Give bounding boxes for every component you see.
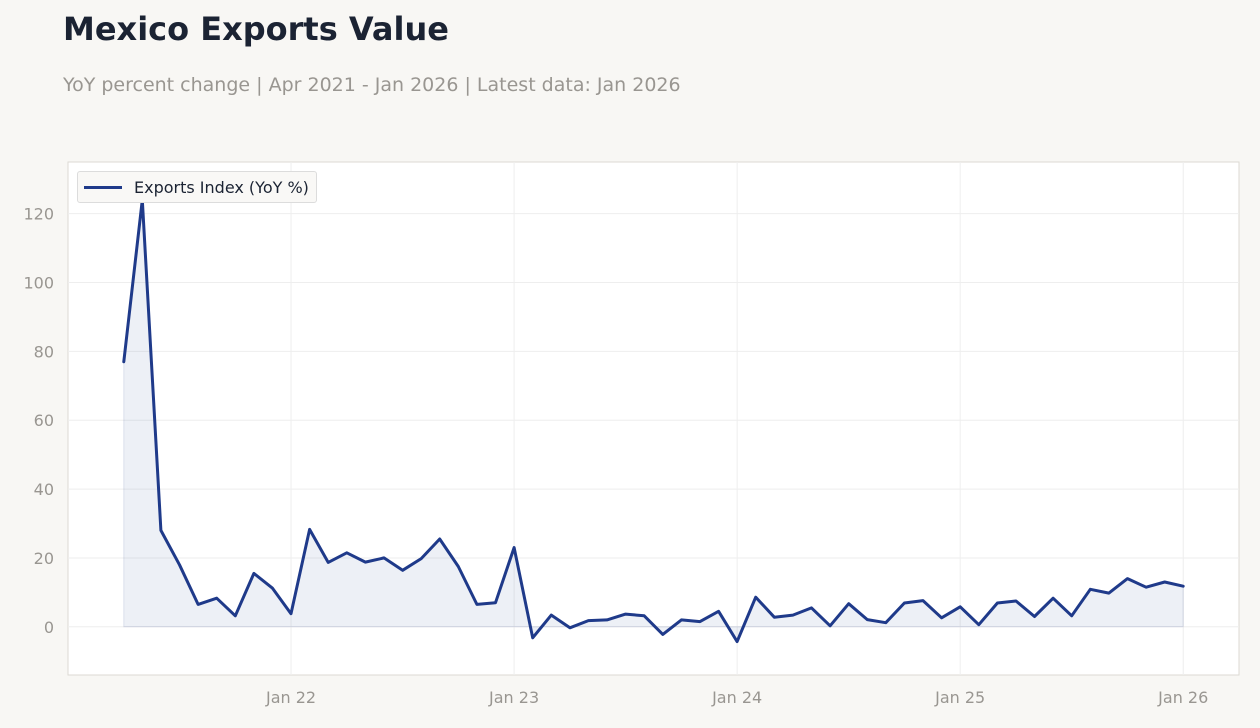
chart-title: Mexico Exports Value xyxy=(63,10,449,48)
y-tick-label: 20 xyxy=(34,549,54,568)
y-tick-label: 40 xyxy=(34,480,54,499)
x-tick-label: Jan 25 xyxy=(934,688,985,707)
x-tick-label: Jan 23 xyxy=(488,688,539,707)
chart-subtitle: YoY percent change | Apr 2021 - Jan 2026… xyxy=(63,74,681,96)
x-tick-label: Jan 24 xyxy=(711,688,762,707)
y-tick-label: 60 xyxy=(34,411,54,430)
chart-legend: Exports Index (YoY %) xyxy=(77,171,317,203)
x-tick-label: Jan 22 xyxy=(265,688,316,707)
series-line xyxy=(122,198,1185,644)
y-tick-label: 80 xyxy=(34,342,54,361)
plot-area xyxy=(67,161,1240,676)
legend-line-swatch xyxy=(84,185,122,189)
x-tick-label: Jan 26 xyxy=(1157,688,1208,707)
y-tick-label: 0 xyxy=(44,618,54,637)
y-tick-label: 120 xyxy=(23,205,54,224)
legend-label: Exports Index (YoY %) xyxy=(134,177,309,197)
y-tick-label: 100 xyxy=(23,274,54,293)
